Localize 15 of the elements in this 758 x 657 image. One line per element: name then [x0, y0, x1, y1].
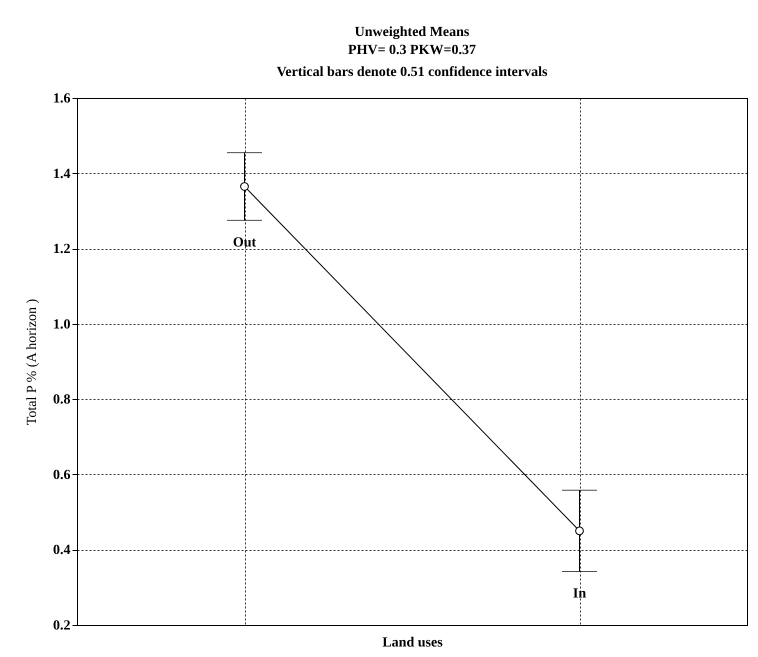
y-tick-label: 1.6: [53, 92, 70, 106]
chart-title: Unweighted Means: [354, 25, 470, 40]
chart-subtitle: PHV= 0.3 PKW=0.37: [348, 43, 476, 58]
y-axis-title: Total P % (A horizon ): [25, 298, 40, 426]
x-axis-title: Land uses: [382, 636, 444, 650]
y-tick-label: 1.4: [53, 166, 70, 182]
y-tick-label: 1.0: [53, 317, 70, 332]
x-tick-label: In: [572, 586, 586, 602]
y-tick-label: 0.2: [53, 618, 70, 634]
y-tick-label: 0.8: [53, 392, 70, 408]
x-tick-label: Out: [232, 235, 257, 250]
y-tick-label: 0.4: [53, 543, 70, 558]
text: Vertical bars denote 0.51 confidence intervals: [276, 65, 548, 80]
y-tick-label: 1.2: [53, 242, 70, 258]
y-tick-label: 0.6: [53, 468, 70, 483]
